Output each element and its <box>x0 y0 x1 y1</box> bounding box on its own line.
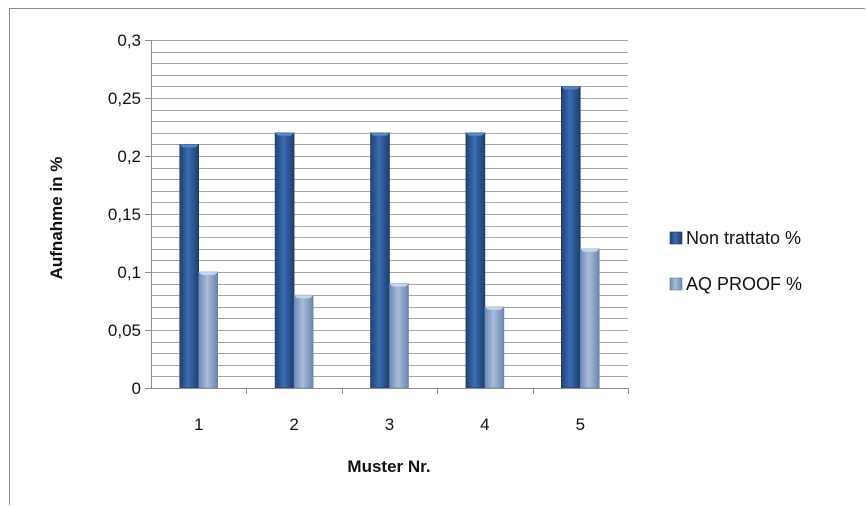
bar-bevel <box>179 144 199 148</box>
bar <box>293 294 314 389</box>
bar <box>179 144 199 389</box>
bar-bevel <box>389 283 409 287</box>
bar-bevel <box>370 132 390 136</box>
bar-bevel <box>580 248 600 252</box>
y-axis-title: Aufnahme in % <box>47 157 66 280</box>
bar <box>198 271 218 389</box>
bar <box>465 132 486 389</box>
y-tick-label: 0,3 <box>117 31 141 50</box>
bar-bevel <box>275 132 295 136</box>
bar <box>560 86 581 389</box>
y-tick-label: 0,25 <box>108 89 141 108</box>
bar-bevel <box>484 306 504 310</box>
bar-bevel <box>465 132 485 136</box>
axes <box>145 40 629 394</box>
y-tick-label: 0,05 <box>108 321 141 340</box>
legend-swatch <box>669 231 683 245</box>
bar <box>274 132 295 389</box>
legend-swatch <box>669 277 683 291</box>
x-axis-title: Muster Nr. <box>347 457 430 476</box>
bar <box>389 283 409 389</box>
x-tick-label: 5 <box>576 415 585 434</box>
bar-bevel <box>561 86 581 90</box>
x-tick-label: 3 <box>385 415 394 434</box>
legend: Non trattato % AQ PROOF % <box>669 228 802 294</box>
y-tick-label: 0,2 <box>117 147 141 166</box>
legend-label: AQ PROOF % <box>686 274 802 294</box>
bars <box>179 86 600 389</box>
tick-labels: 0 0,05 0,1 0,15 0,2 0,25 0,3 1 2 3 4 5 <box>108 31 585 434</box>
bar-bevel <box>294 295 314 299</box>
y-tick-label: 0 <box>132 379 141 398</box>
x-tick-label: 2 <box>289 415 298 434</box>
x-tick-label: 4 <box>480 415 489 434</box>
bar <box>370 132 390 389</box>
x-tick-label: 1 <box>194 415 203 434</box>
legend-label: Non trattato % <box>686 228 801 248</box>
y-tick-label: 0,1 <box>117 263 141 282</box>
bar <box>484 306 505 389</box>
y-tick-label: 0,15 <box>108 205 141 224</box>
bar <box>579 248 600 389</box>
bar-bevel <box>198 272 218 275</box>
